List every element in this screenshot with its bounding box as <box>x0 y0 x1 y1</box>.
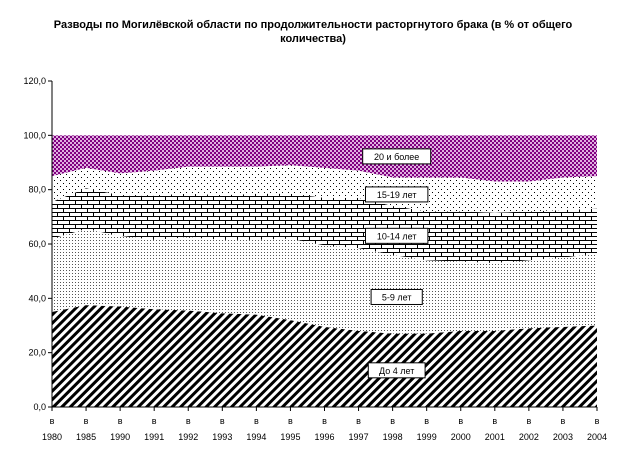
y-tick-label: 120,0 <box>23 76 46 86</box>
x-tick-label: 2004 <box>587 432 607 442</box>
y-tick-label: 60,0 <box>28 239 46 249</box>
x-tick-label: 1990 <box>110 432 130 442</box>
series-label-box-3 <box>364 186 429 203</box>
series-label-0: До 4 лет <box>379 366 414 376</box>
series-area-0 <box>52 305 597 407</box>
series-area-3 <box>52 165 597 213</box>
x-tick-label: 1992 <box>178 432 198 442</box>
series-label-box-1 <box>370 288 423 305</box>
x-tick-prefix: в <box>390 416 395 426</box>
x-tick-prefix: в <box>561 416 566 426</box>
x-tick-prefix: в <box>152 416 157 426</box>
chart-title: Разводы по Могилёвской области по продол… <box>53 19 573 45</box>
x-tick-label: 2003 <box>553 432 573 442</box>
x-tick-label: 1996 <box>314 432 334 442</box>
series-label-1: 5-9 лет <box>382 292 412 302</box>
x-tick-prefix: в <box>595 416 600 426</box>
x-tick-prefix: в <box>84 416 89 426</box>
x-tick-prefix: в <box>424 416 429 426</box>
series-label-box-4 <box>362 148 432 165</box>
y-tick-label: 80,0 <box>28 185 46 195</box>
series-label-2: 10-14 лет <box>377 231 417 241</box>
series-area-4 <box>52 135 597 182</box>
y-tick-label: 100,0 <box>23 130 46 140</box>
x-tick-prefix: в <box>526 416 531 426</box>
x-tick-prefix: в <box>50 416 55 426</box>
x-tick-prefix: в <box>458 416 463 426</box>
x-tick-prefix: в <box>118 416 123 426</box>
x-tick-label: 1999 <box>417 432 437 442</box>
x-tick-label: 1995 <box>280 432 300 442</box>
x-tick-label: 1993 <box>212 432 232 442</box>
y-tick-label: 20,0 <box>28 348 46 358</box>
x-tick-label: 1985 <box>76 432 96 442</box>
x-tick-label: 1994 <box>246 432 266 442</box>
x-tick-prefix: в <box>492 416 497 426</box>
series-label-3: 15-19 лет <box>377 190 417 200</box>
series-area-2 <box>52 188 597 264</box>
x-tick-label: 1991 <box>144 432 164 442</box>
y-tick-label: 0,0 <box>33 402 46 412</box>
y-tick-label: 40,0 <box>28 293 46 303</box>
series-label-4: 20 и более <box>374 152 419 162</box>
x-tick-prefix: в <box>220 416 225 426</box>
x-tick-label: 1998 <box>383 432 403 442</box>
series-label-box-2 <box>364 227 429 244</box>
series-label-box-0 <box>367 362 426 379</box>
x-tick-prefix: в <box>288 416 293 426</box>
x-tick-label: 2000 <box>451 432 471 442</box>
x-tick-prefix: в <box>356 416 361 426</box>
x-tick-label: 2002 <box>519 432 539 442</box>
x-tick-label: 1997 <box>349 432 369 442</box>
x-tick-prefix: в <box>254 416 259 426</box>
series-area-1 <box>52 229 597 334</box>
x-tick-label: 2001 <box>485 432 505 442</box>
x-tick-prefix: в <box>186 416 191 426</box>
x-tick-prefix: в <box>322 416 327 426</box>
x-tick-label: 1980 <box>42 432 62 442</box>
